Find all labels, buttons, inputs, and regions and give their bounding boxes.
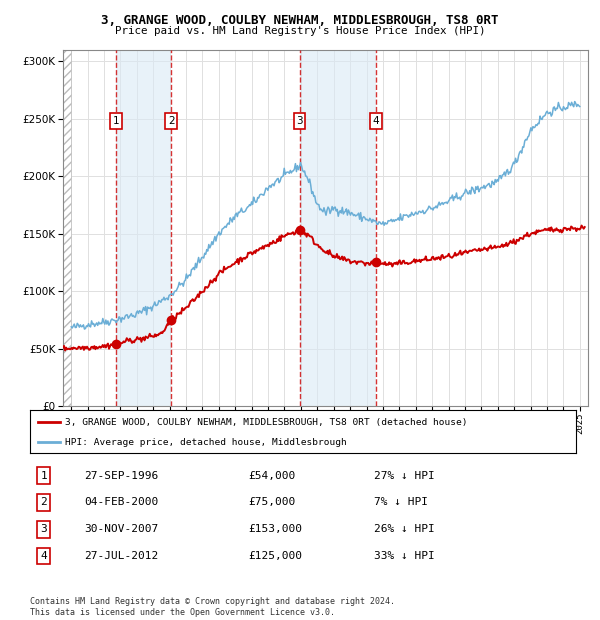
- Text: HPI: Average price, detached house, Middlesbrough: HPI: Average price, detached house, Midd…: [65, 438, 347, 446]
- Text: 4: 4: [373, 116, 379, 126]
- Text: £75,000: £75,000: [248, 497, 296, 507]
- Bar: [299, 50, 376, 406]
- Text: 27-SEP-1996: 27-SEP-1996: [85, 471, 159, 480]
- Text: 3, GRANGE WOOD, COULBY NEWHAM, MIDDLESBROUGH, TS8 0RT: 3, GRANGE WOOD, COULBY NEWHAM, MIDDLESBR…: [101, 14, 499, 27]
- Text: 33% ↓ HPI: 33% ↓ HPI: [374, 551, 435, 561]
- Text: 2: 2: [168, 116, 175, 126]
- Text: 2: 2: [40, 497, 47, 507]
- Text: Price paid vs. HM Land Registry's House Price Index (HPI): Price paid vs. HM Land Registry's House …: [115, 26, 485, 36]
- Text: 3: 3: [40, 524, 47, 534]
- Text: 3: 3: [296, 116, 303, 126]
- Text: £125,000: £125,000: [248, 551, 302, 561]
- Text: 4: 4: [40, 551, 47, 561]
- Text: 27-JUL-2012: 27-JUL-2012: [85, 551, 159, 561]
- Text: 04-FEB-2000: 04-FEB-2000: [85, 497, 159, 507]
- Text: 3, GRANGE WOOD, COULBY NEWHAM, MIDDLESBROUGH, TS8 0RT (detached house): 3, GRANGE WOOD, COULBY NEWHAM, MIDDLESBR…: [65, 418, 468, 427]
- Bar: [116, 50, 171, 406]
- Text: 27% ↓ HPI: 27% ↓ HPI: [374, 471, 435, 480]
- Text: Contains HM Land Registry data © Crown copyright and database right 2024.
This d: Contains HM Land Registry data © Crown c…: [30, 598, 395, 617]
- Bar: [63, 50, 71, 406]
- Text: 1: 1: [113, 116, 119, 126]
- Text: £153,000: £153,000: [248, 524, 302, 534]
- Text: 30-NOV-2007: 30-NOV-2007: [85, 524, 159, 534]
- Text: 1: 1: [40, 471, 47, 480]
- Text: £54,000: £54,000: [248, 471, 296, 480]
- Text: 26% ↓ HPI: 26% ↓ HPI: [374, 524, 435, 534]
- Text: 7% ↓ HPI: 7% ↓ HPI: [374, 497, 428, 507]
